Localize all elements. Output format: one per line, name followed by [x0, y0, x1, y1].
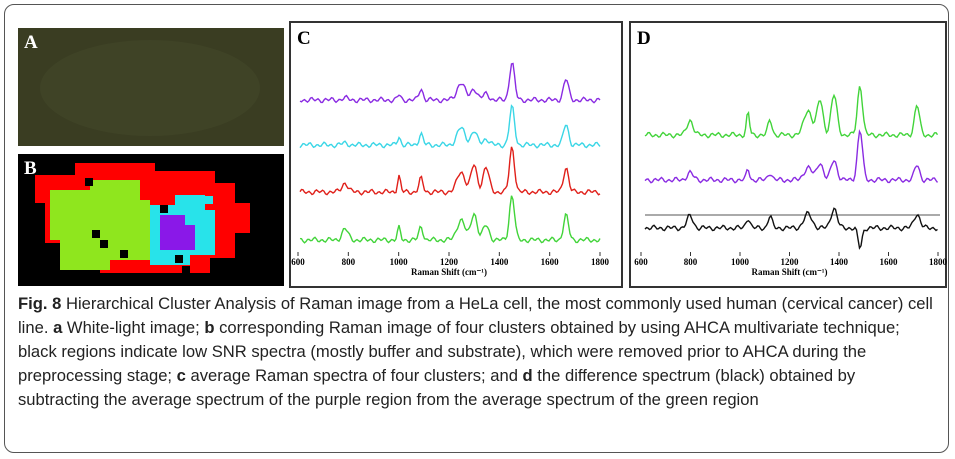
figure: A B C D 600 800 1000 1200 1400 1600 1800 Raman …	[18, 21, 948, 288]
cell-outline	[40, 40, 260, 136]
spectrum	[644, 129, 939, 184]
caption-bold: a	[53, 318, 63, 337]
panel-label: C	[297, 28, 311, 49]
panel-label: D	[637, 28, 651, 49]
x-tick-label: 1400	[490, 257, 509, 267]
spectrum	[299, 195, 601, 244]
x-tick-label: 600	[291, 257, 305, 267]
caption-text: White-light image;	[62, 318, 205, 337]
spectrum	[299, 146, 601, 196]
x-tick-label: 1400	[830, 257, 849, 267]
x-axis-title: Raman Shift (cm⁻¹)	[752, 267, 828, 277]
x-tick-label: 1600	[880, 257, 899, 267]
x-tick-label: 1800	[591, 257, 610, 267]
caption-text: corresponding Raman image of four cluste…	[18, 318, 900, 385]
caption-bold: Fig. 8	[18, 294, 62, 313]
panel-frame	[629, 21, 947, 288]
spectrum	[644, 207, 938, 250]
panel-frame	[289, 21, 623, 288]
x-tick-label: 800	[684, 257, 698, 267]
x-tick-label: 1600	[541, 257, 560, 267]
caption: Fig. 8 Hierarchical Cluster Analysis of …	[18, 292, 933, 412]
figure-frame	[4, 4, 949, 453]
raman-image	[18, 154, 284, 286]
x-tick-label: 1200	[781, 257, 800, 267]
caption-bold: c	[176, 366, 186, 385]
caption-text: the difference spectrum (black) obtained…	[18, 366, 856, 409]
caption-text: Hierarchical Cluster Analysis of Raman i…	[18, 294, 933, 337]
caption-text: average Raman spectra of four clusters; …	[185, 366, 523, 385]
x-tick-label: 1200	[440, 257, 459, 267]
x-tick-label: 600	[634, 257, 648, 267]
x-tick-label: 1000	[731, 257, 750, 267]
panel-label: A	[24, 32, 38, 53]
x-tick-label: 800	[342, 257, 356, 267]
spectrum	[644, 86, 939, 139]
spectrum	[299, 62, 601, 104]
x-axis-title: Raman Shift (cm⁻¹)	[411, 267, 487, 277]
caption-bold: b	[204, 318, 215, 337]
spectrum	[299, 104, 601, 149]
x-tick-label: 1000	[390, 257, 409, 267]
x-tick-label: 1800	[929, 257, 948, 267]
caption-bold: d	[522, 366, 533, 385]
panel-label: B	[24, 158, 37, 179]
